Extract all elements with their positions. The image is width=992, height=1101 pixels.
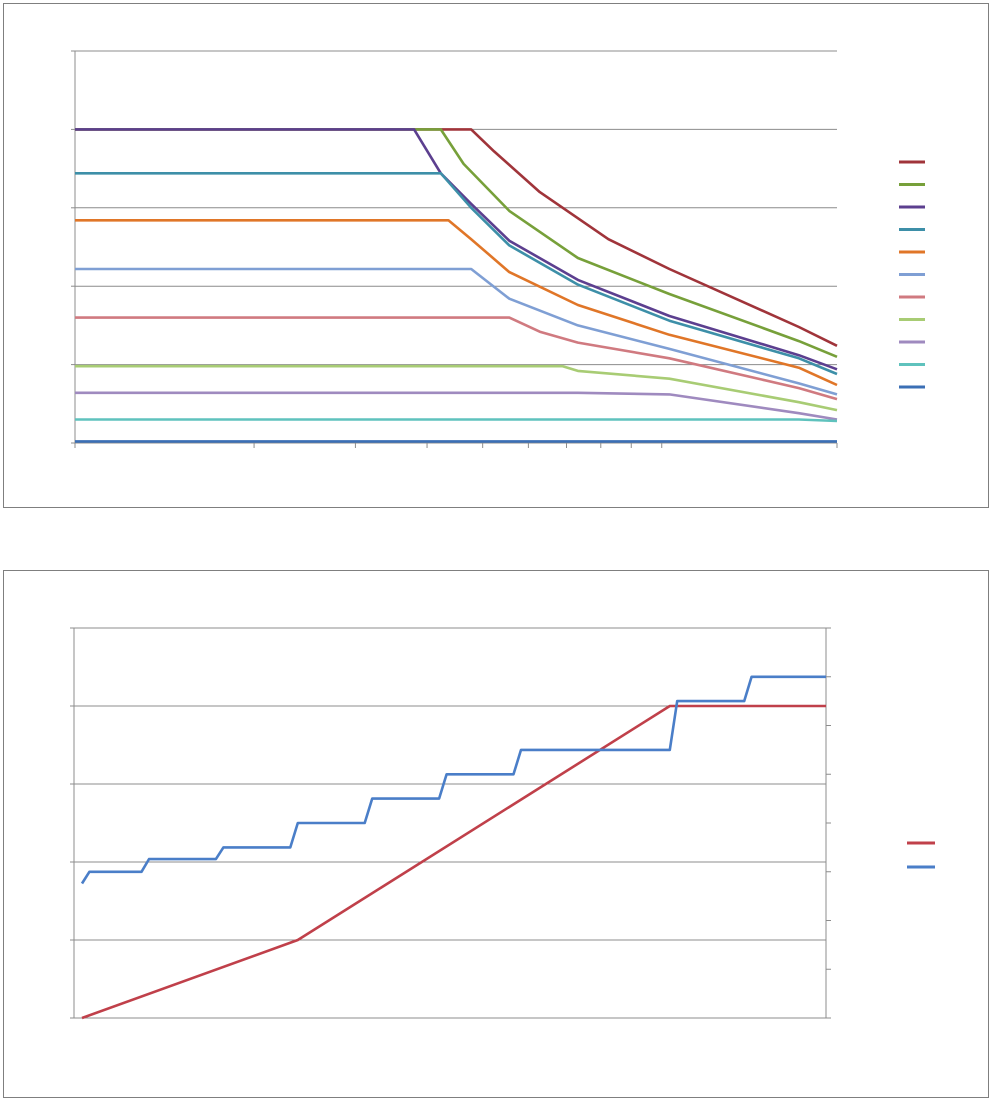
series-line-9 [75, 391, 838, 421]
series-line-4 [75, 172, 838, 376]
series-line-2 [80, 675, 826, 885]
chart-area-top [3, 3, 989, 508]
series-line-6 [75, 267, 838, 396]
series-line-1 [75, 128, 838, 347]
series-line-7 [75, 316, 838, 401]
series-line-8 [75, 364, 838, 412]
series-line-5 [75, 219, 838, 387]
series-line-1 [81, 704, 826, 1020]
series-line-2 [75, 128, 838, 359]
series-line-10 [75, 418, 838, 423]
chart-area-bottom [3, 570, 989, 1098]
series-line-3 [75, 128, 838, 371]
